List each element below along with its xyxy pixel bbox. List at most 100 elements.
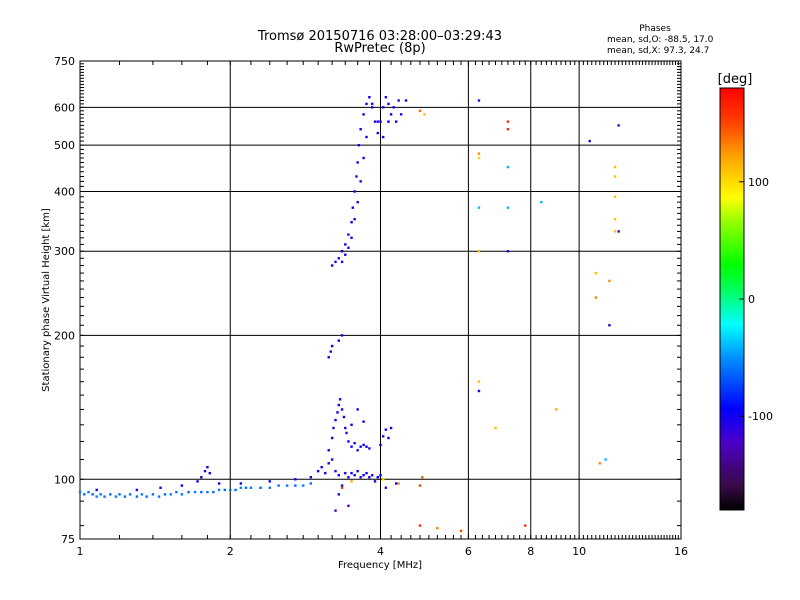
data-point — [373, 480, 377, 483]
data-point — [175, 490, 178, 494]
data-point — [340, 334, 344, 337]
data-point — [206, 465, 209, 469]
y-ticks: 75 100 200 300 400 500 600 750 — [54, 55, 681, 546]
data-point — [356, 408, 359, 411]
data-point — [362, 113, 365, 116]
data-point — [340, 408, 344, 411]
data-point — [365, 135, 368, 139]
data-point — [379, 473, 382, 477]
data-point — [418, 524, 422, 527]
stats-header: Phases — [639, 24, 671, 34]
data-point — [506, 127, 510, 131]
data-point — [394, 120, 398, 123]
colorbar-label: [deg] — [718, 72, 753, 87]
data-point — [118, 493, 121, 496]
data-point — [327, 356, 330, 359]
data-point — [506, 165, 510, 169]
data-point — [206, 490, 209, 494]
data-point — [309, 482, 312, 485]
data-point — [103, 495, 106, 498]
data-point — [350, 471, 353, 475]
data-point — [268, 480, 271, 483]
data-point — [588, 139, 591, 143]
data-point — [613, 218, 617, 221]
data-point — [91, 493, 94, 496]
data-point — [344, 253, 347, 256]
data-point — [555, 408, 558, 411]
data-point — [180, 493, 184, 496]
data-point — [193, 490, 197, 494]
data-point — [524, 524, 527, 527]
data-point — [394, 482, 398, 485]
data-point — [506, 120, 510, 123]
x-tick-label: 10 — [572, 545, 586, 558]
data-point — [381, 106, 385, 109]
y-tick-label: 100 — [54, 473, 75, 486]
data-point — [350, 221, 353, 224]
data-point — [356, 161, 359, 164]
data-point — [350, 236, 353, 240]
data-point — [477, 156, 481, 160]
data-point — [379, 443, 382, 447]
data-point — [356, 200, 359, 204]
chart-title: Tromsø 20150716 03:28:00–03:29:43 — [257, 29, 502, 44]
data-point — [397, 99, 400, 102]
data-point — [353, 190, 356, 193]
stats-x-mode: mean, sd,X: 97.3, 24.7 — [607, 46, 709, 56]
data-point — [421, 476, 424, 479]
data-point — [217, 488, 221, 492]
data-point — [329, 350, 332, 353]
y-axis-label: Stationary phase Virtual Height [km] — [41, 208, 52, 392]
data-point — [384, 486, 388, 489]
x-tick-label: 8 — [527, 545, 534, 558]
data-point — [356, 449, 359, 452]
data-point — [350, 423, 353, 427]
data-point — [365, 445, 368, 448]
x-tick-label: 4 — [377, 545, 384, 558]
x-tick-label: 1 — [77, 545, 84, 558]
data-point — [244, 486, 248, 489]
data-point — [384, 95, 388, 99]
data-point — [285, 484, 289, 487]
data-point — [436, 527, 439, 530]
data-point — [337, 339, 341, 342]
data-point — [392, 106, 395, 109]
data-point — [368, 476, 371, 479]
colorbar-ticks: 100 0 -100 — [739, 176, 773, 423]
data-point — [140, 493, 144, 496]
data-point — [334, 509, 337, 512]
data-point — [347, 504, 350, 508]
data-point — [347, 233, 350, 236]
data-point — [212, 490, 215, 494]
data-point — [381, 135, 385, 139]
data-point — [180, 484, 184, 487]
data-point — [324, 471, 327, 475]
data-point — [359, 127, 362, 131]
data-point — [381, 478, 385, 481]
data-point — [157, 495, 161, 498]
data-point — [598, 462, 601, 465]
data-point — [229, 488, 232, 492]
data-point — [389, 426, 393, 430]
data-point — [337, 473, 341, 477]
data-point — [200, 476, 203, 479]
data-point — [330, 344, 334, 348]
data-point — [362, 156, 365, 160]
data-point — [613, 175, 617, 178]
data-point — [613, 195, 617, 198]
data-point — [301, 484, 305, 487]
data-point — [387, 102, 390, 106]
data-point — [384, 428, 388, 431]
y-tick-label: 400 — [54, 185, 75, 198]
data-point — [83, 493, 86, 496]
data-point — [359, 180, 362, 183]
data-point — [87, 490, 90, 494]
data-point — [309, 476, 312, 479]
data-point — [337, 257, 341, 260]
data-point — [337, 403, 341, 407]
stats-o-mode: mean, sd,O: -88.5, 17.0 — [607, 35, 714, 45]
data-point — [376, 120, 379, 123]
data-point — [613, 230, 617, 233]
data-point — [350, 480, 353, 483]
data-point — [340, 484, 344, 487]
